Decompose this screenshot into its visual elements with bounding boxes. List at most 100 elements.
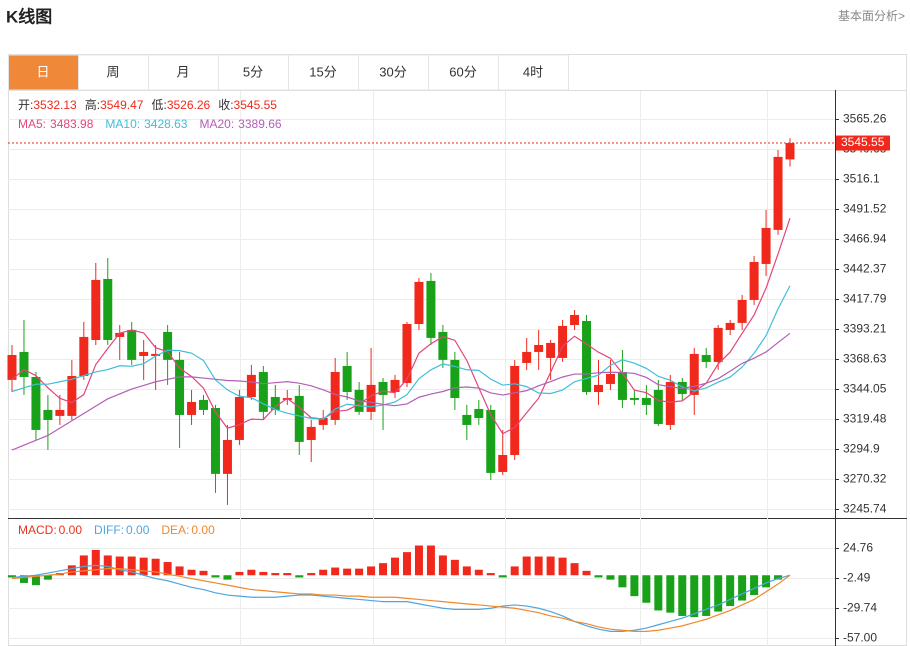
macd-bar bbox=[678, 575, 687, 616]
macd-bar bbox=[558, 557, 567, 576]
tab-label[interactable]: 日 bbox=[36, 64, 49, 79]
candle-body bbox=[558, 325, 568, 358]
ma-legend-value: 3483.98 bbox=[50, 117, 94, 131]
macd-bar bbox=[654, 575, 663, 611]
tab-background[interactable] bbox=[8, 54, 79, 91]
candle-body bbox=[318, 417, 328, 425]
macd-legend-name: DEA: bbox=[161, 523, 189, 537]
macd-bar bbox=[367, 566, 376, 576]
tab-label[interactable]: 30分 bbox=[379, 64, 406, 79]
candle-body bbox=[737, 299, 747, 323]
candle-body bbox=[522, 351, 532, 363]
macd-bar bbox=[91, 549, 100, 576]
macd-bar bbox=[127, 556, 136, 576]
tab-background[interactable] bbox=[498, 54, 569, 91]
macd-bar bbox=[426, 545, 435, 576]
y-tick-label: 3491.52 bbox=[843, 202, 887, 216]
ma-legend-value: 3389.66 bbox=[238, 117, 282, 131]
ma-line bbox=[11, 285, 791, 420]
macd-bar bbox=[187, 569, 196, 576]
tab-background[interactable] bbox=[428, 54, 499, 91]
macd-bar bbox=[67, 565, 76, 576]
analysis-link[interactable]: 基本面分析> bbox=[838, 9, 905, 23]
macd-bar bbox=[534, 556, 543, 576]
candle-body bbox=[7, 355, 17, 380]
tab-background[interactable] bbox=[78, 54, 149, 91]
candle-body bbox=[474, 408, 484, 418]
candle-body bbox=[438, 331, 448, 360]
tab-label[interactable]: 周 bbox=[106, 64, 119, 79]
candle-body bbox=[653, 389, 663, 424]
ohlc-legend-label: 开: bbox=[18, 98, 33, 112]
candle-body bbox=[366, 384, 376, 412]
macd-bar bbox=[510, 566, 519, 576]
macd-bar bbox=[223, 575, 232, 580]
macd-bar bbox=[163, 562, 172, 576]
macd-bar bbox=[175, 566, 184, 576]
candle-body bbox=[306, 426, 316, 440]
macd-bar bbox=[295, 575, 304, 578]
y-tick-label: 3245.74 bbox=[843, 502, 887, 516]
candle-body bbox=[43, 409, 53, 420]
macd-legend-name: DIFF: bbox=[94, 523, 124, 537]
ma-line bbox=[11, 217, 791, 435]
tab-background[interactable] bbox=[358, 54, 429, 91]
candle-body bbox=[486, 409, 496, 473]
macd-bar bbox=[331, 567, 340, 576]
tab-background[interactable] bbox=[288, 54, 359, 91]
y-tick-label: 3417.79 bbox=[843, 292, 887, 306]
tab-background[interactable] bbox=[218, 54, 289, 91]
candle-body bbox=[55, 409, 65, 416]
ohlc-legend-value: 3545.55 bbox=[234, 98, 278, 112]
macd-bar bbox=[546, 556, 555, 576]
candle-body bbox=[31, 376, 41, 430]
macd-bar bbox=[498, 575, 507, 578]
macd-bar bbox=[307, 573, 316, 576]
candle-body bbox=[414, 281, 424, 325]
macd-bar bbox=[450, 559, 459, 576]
y-tick-label: -29.74 bbox=[843, 601, 877, 615]
candle-body bbox=[773, 156, 783, 230]
grid bbox=[8, 91, 835, 646]
macd-bar bbox=[151, 558, 160, 576]
candle-body bbox=[689, 353, 699, 395]
macd-bar bbox=[474, 569, 483, 576]
y-tick-label: 24.76 bbox=[843, 541, 873, 555]
macd-bar bbox=[103, 555, 112, 576]
y-tick-label: 3368.63 bbox=[843, 352, 887, 366]
ohlc-legend: 开:3532.13 高:3549.47 低:3526.26 收:3545.55 bbox=[18, 97, 277, 112]
macd-line bbox=[11, 568, 791, 632]
tab-label[interactable]: 60分 bbox=[449, 64, 476, 79]
ohlc-legend-value: 3526.26 bbox=[167, 98, 211, 112]
tab-label[interactable]: 4时 bbox=[523, 64, 543, 79]
macd-legend-value: 0.00 bbox=[191, 523, 215, 537]
macd-bar bbox=[570, 563, 579, 576]
candle-body bbox=[725, 322, 735, 330]
ma-legend: MA5: 3483.98 MA10: 3428.63 MA20: 3389.66 bbox=[18, 117, 282, 131]
candle-body bbox=[462, 414, 472, 425]
candle-body bbox=[498, 454, 508, 472]
last-price-label: 3545.55 bbox=[841, 135, 885, 149]
macd-bar bbox=[762, 575, 771, 588]
macd-bar bbox=[594, 575, 603, 578]
macd-bar bbox=[319, 569, 328, 576]
macd-legend-value: 0.00 bbox=[126, 523, 150, 537]
tab-bar: 日 周 月 5分 15分 30分 60分 4时 bbox=[8, 54, 569, 91]
tab-label[interactable]: 5分 bbox=[243, 64, 263, 79]
y-tick-label: -57.00 bbox=[843, 631, 877, 645]
macd-bar bbox=[738, 575, 747, 601]
candle-body bbox=[534, 344, 544, 352]
macd-bar bbox=[391, 557, 400, 576]
candle-body bbox=[342, 365, 352, 392]
tab-label[interactable]: 月 bbox=[176, 64, 189, 79]
tab-label[interactable]: 15分 bbox=[309, 64, 336, 79]
macd-bar bbox=[211, 575, 220, 578]
y-tick-label: 3270.32 bbox=[843, 472, 887, 486]
candle-body bbox=[450, 359, 460, 398]
last-price-box bbox=[836, 135, 890, 151]
y-tick-label: 3344.05 bbox=[843, 382, 887, 396]
candle-body bbox=[258, 371, 268, 412]
macd-bar bbox=[630, 575, 639, 597]
candle-body bbox=[665, 381, 675, 425]
candle-body bbox=[79, 336, 89, 377]
